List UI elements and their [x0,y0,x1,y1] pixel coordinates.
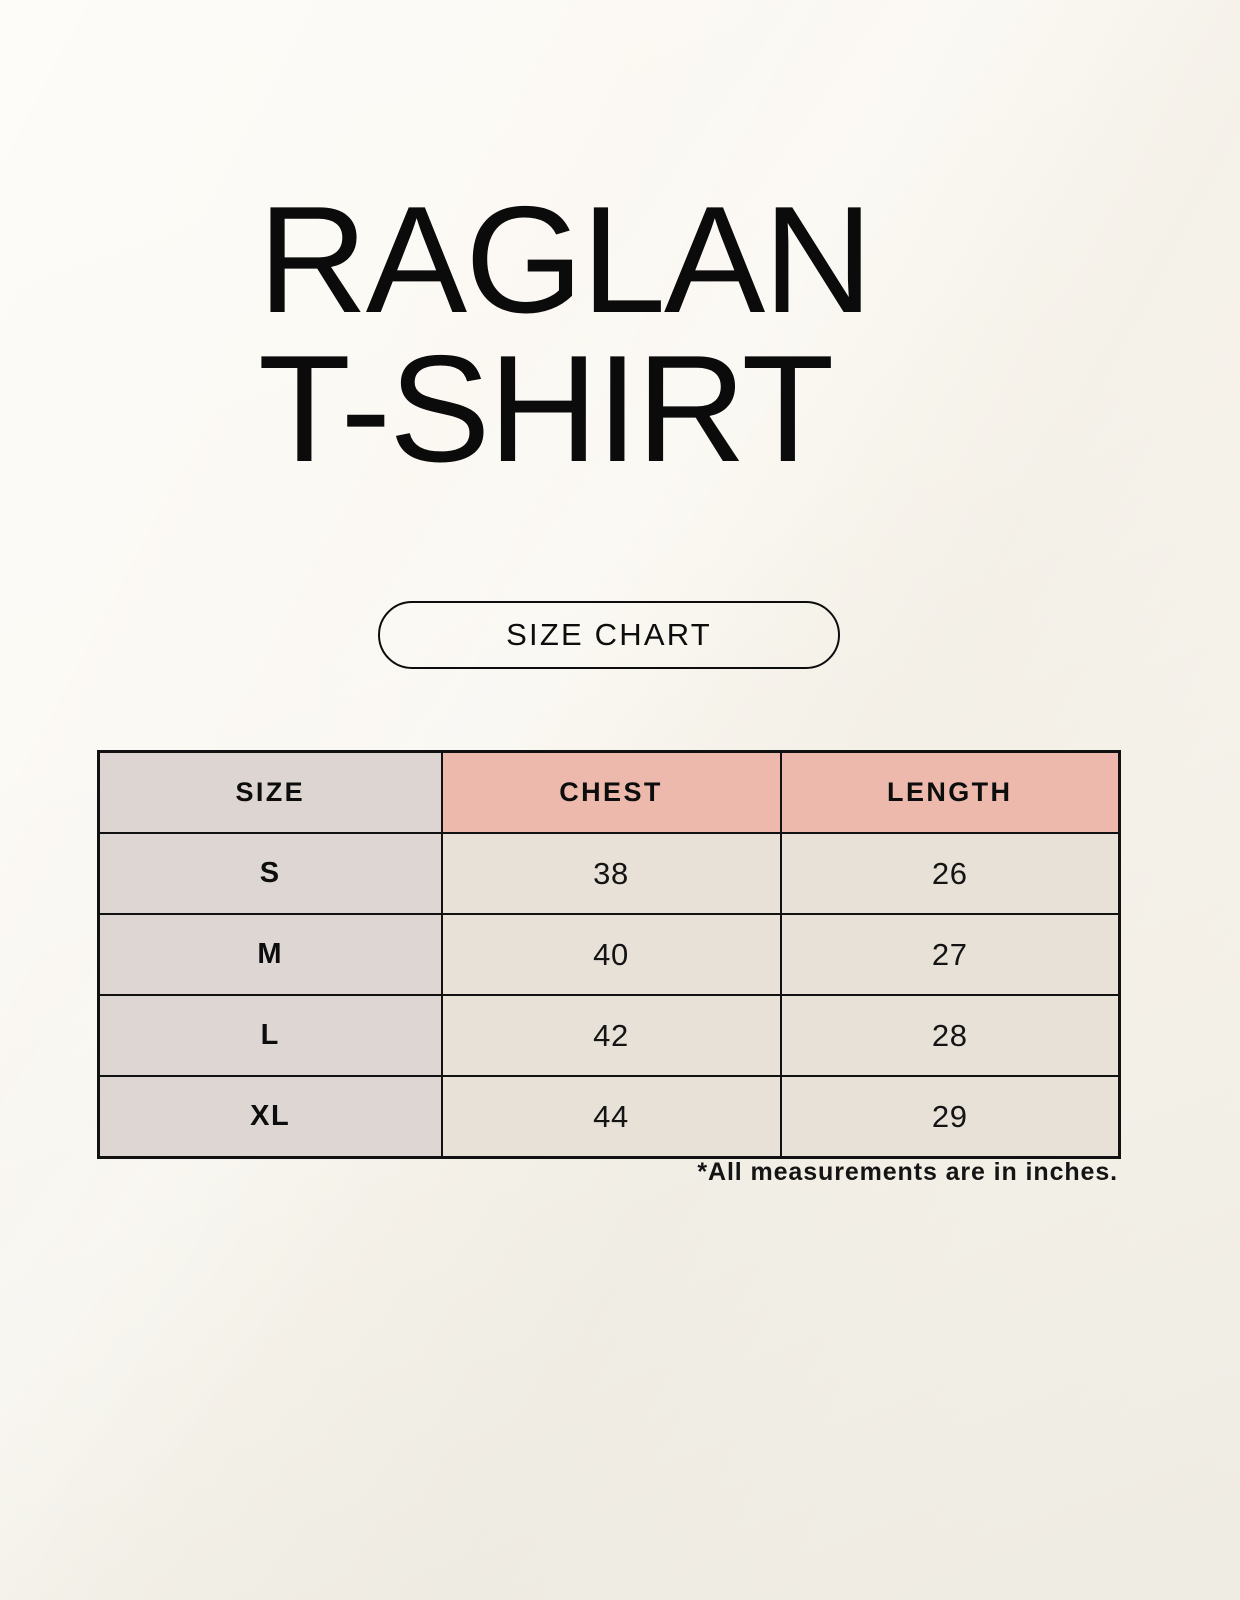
cell-chest-l: 42 [440,994,782,1077]
cell-chest-m: 40 [440,913,782,996]
table-row: XL 44 29 [97,1075,1121,1159]
cell-chest-s: 38 [440,832,782,915]
cell-size-xl: XL [97,1075,443,1159]
cell-length-xl: 29 [779,1075,1121,1159]
cell-size-l: L [97,994,443,1077]
cell-length-s: 26 [779,832,1121,915]
size-table: SIZE CHEST LENGTH S 38 26 M 40 27 L [97,750,1121,1159]
cell-length-l: 28 [779,994,1121,1077]
size-chart-badge-label: SIZE CHART [506,617,712,652]
cell-chest-xl: 44 [440,1075,782,1159]
table-row: M 40 27 [97,913,1121,996]
size-chart-badge: SIZE CHART [378,601,840,669]
column-header-length: LENGTH [779,750,1121,834]
table-header-row: SIZE CHEST LENGTH [97,750,1121,834]
measurements-footnote: *All measurements are in inches. [697,1158,1118,1186]
table-row: L 42 28 [97,994,1121,1077]
size-table-container: SIZE CHEST LENGTH S 38 26 M 40 27 L [97,750,1121,1159]
column-header-chest: CHEST [440,750,782,834]
column-header-size: SIZE [97,750,443,834]
page-title: RAGLAN T-SHIRT [258,175,873,494]
table-row: S 38 26 [97,832,1121,915]
cell-size-m: M [97,913,443,996]
cell-length-m: 27 [779,913,1121,996]
cell-size-s: S [97,832,443,915]
